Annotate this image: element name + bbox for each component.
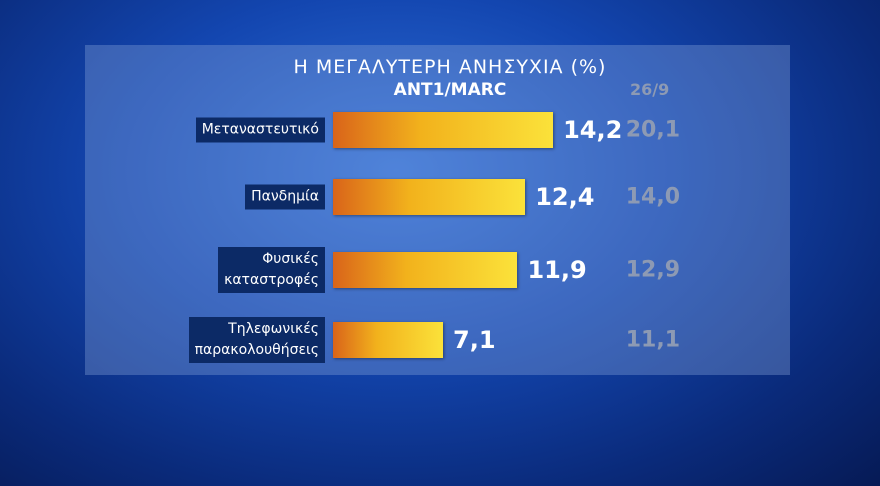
bar xyxy=(333,252,518,288)
bar xyxy=(333,179,526,215)
previous-value: 20,1 xyxy=(625,117,680,143)
previous-value: 11,1 xyxy=(625,327,680,353)
value-label: 7,1 xyxy=(453,326,496,354)
category-label: Πανδημία xyxy=(245,184,325,210)
previous-value: 14,0 xyxy=(625,184,680,210)
chart-subtitle: ANT1/MARC xyxy=(393,80,507,100)
value-label: 11,9 xyxy=(527,256,587,284)
value-label: 14,2 xyxy=(563,116,623,144)
category-label: Φυσικές καταστροφές xyxy=(218,247,325,293)
bar xyxy=(333,322,444,358)
previous-header: 26/9 xyxy=(630,80,670,99)
category-label: Μεταναστευτικό xyxy=(195,117,325,143)
chart-title: Η ΜΕΓΑΛΥΤΕΡΗ ΑΝΗΣΥΧΙΑ (%) xyxy=(293,56,607,78)
previous-value: 12,9 xyxy=(625,257,680,283)
category-label: Τηλεφωνικές παρακολουθήσεις xyxy=(188,317,325,363)
bar xyxy=(333,112,554,148)
value-label: 12,4 xyxy=(535,183,595,211)
